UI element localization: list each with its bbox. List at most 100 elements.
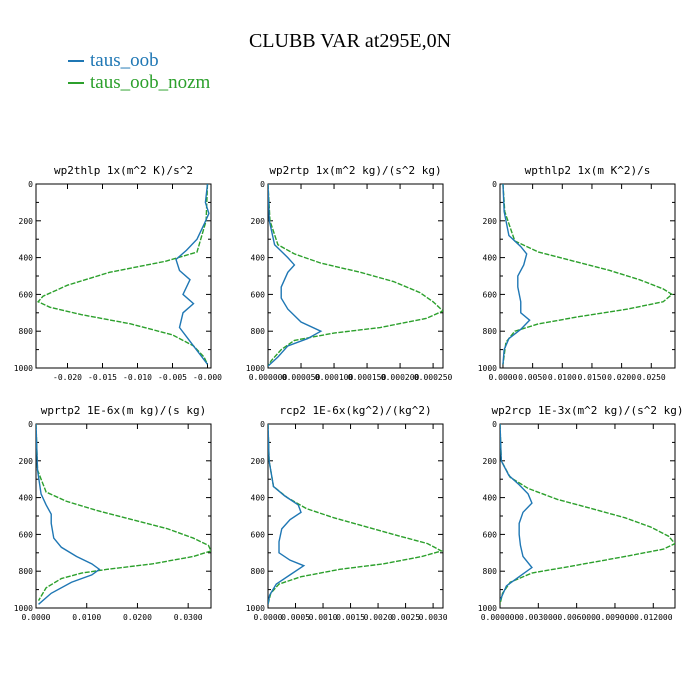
plot-frame (267, 423, 444, 609)
panel-title: rcp2 1E-6x(kg^2)/(kg^2) (279, 404, 431, 417)
chart-panel-2: wp2rtp 1x(m^2 kg)/(s^2 kg) 0 200 400 600 800 1… (246, 164, 453, 382)
x-tick-label: 0.0000 (22, 613, 51, 622)
chart-panel-3: wpthlp2 1x(m K^2)/s020040060080010000.00… (478, 164, 676, 382)
x-tick-label: 0.0010 (309, 613, 338, 622)
x-tick-label: 0.000000 (249, 373, 288, 382)
x-tick-label: 0.0100 (548, 373, 577, 382)
y-tick-label: 400 (19, 494, 34, 503)
y-tick-label: 400 (251, 254, 266, 263)
legend-item-taus-oob: taus_oob (68, 50, 210, 72)
x-tick-label: 0.000000 (481, 613, 520, 622)
y-tick-label: 400 (19, 254, 34, 263)
y-tick-label: 1000 (478, 364, 497, 373)
y-tick-label: 600 (251, 290, 266, 299)
y-tick-label: 200 (251, 457, 266, 466)
x-tick-label: 0.0300 (174, 613, 203, 622)
x-tick-label: 0.0030 (419, 613, 448, 622)
x-tick-label: 0.000250 (414, 373, 453, 382)
y-tick-label: 0 (492, 180, 497, 189)
y-tick-label: 1000 (14, 604, 33, 613)
x-tick-label: 0.000200 (381, 373, 420, 382)
series-line-taus-oob-nozm (502, 184, 674, 365)
y-tick-label: 600 (19, 290, 34, 299)
chart-panel-1: wp2thlp 1x(m^2 K)/s^2 0 200 400 600 800 1000 -0… (14, 164, 222, 382)
x-tick-label: 0.012000 (634, 613, 673, 622)
y-tick-label: 600 (483, 530, 498, 539)
x-tick-label: 0.009000 (596, 613, 635, 622)
x-tick-label: 0.0250 (637, 373, 666, 382)
chart-panel-6: wp2rcp 1E-3x(m^2 kg)/(s^2 kg) 0 200 400 600 8… (478, 404, 684, 622)
series-line-taus-oob-nozm (36, 184, 209, 365)
y-tick-label: 0 (260, 180, 265, 189)
y-tick-label: 1000 (246, 604, 265, 613)
x-tick-label: 0.0005 (281, 613, 310, 622)
y-tick-label: 1000 (246, 364, 265, 373)
panel-title: wpthlp2 1x(m K^2)/s (525, 164, 651, 177)
series-line-taus-oob (502, 184, 531, 365)
x-tick-label: 0.0100 (72, 613, 101, 622)
series-line-taus-oob (500, 424, 533, 601)
y-tick-label: 800 (251, 327, 266, 336)
x-tick-label: 0.0200 (123, 613, 152, 622)
y-tick-label: 0 (260, 420, 265, 429)
x-tick-label: 0.003000 (519, 613, 558, 622)
y-tick-label: 0 (28, 420, 33, 429)
y-tick-label: 200 (251, 217, 266, 226)
series-line-taus-oob-nozm (500, 424, 675, 605)
y-tick-label: 200 (19, 217, 34, 226)
panel-title: wprtp2 1E-6x(m kg)/(s kg) (41, 404, 207, 417)
x-tick-label: 0.006000 (557, 613, 596, 622)
panel-title: wp2rtp 1x(m^2 kg)/(s^2 kg) (269, 164, 441, 177)
x-tick-label: 0.000050 (282, 373, 321, 382)
figure-title: CLUBB VAR at295E,0N (248, 30, 452, 52)
y-tick-label: 800 (251, 567, 266, 576)
y-tick-label: 1000 (478, 604, 497, 613)
series-line-taus-oob-nozm (36, 424, 211, 601)
y-tick-label: 400 (251, 494, 266, 503)
x-tick-label: -0.010 (123, 373, 152, 382)
y-tick-label: 600 (483, 290, 498, 299)
x-tick-label: -0.020 (53, 373, 82, 382)
x-tick-label: -0.005 (158, 373, 187, 382)
x-tick-label: 0.0150 (577, 373, 606, 382)
y-tick-label: 600 (19, 530, 34, 539)
legend-swatch-taus-oob (68, 60, 84, 62)
plot-frame (499, 183, 676, 369)
y-tick-label: 600 (251, 530, 266, 539)
legend-label-taus-oob-nozm: taus_oob_nozm (90, 72, 211, 93)
y-tick-label: 200 (483, 217, 498, 226)
x-tick-label: 0.0025 (391, 613, 420, 622)
y-tick-label: 200 (483, 457, 498, 466)
series-line-taus-oob (36, 424, 101, 605)
y-tick-label: 400 (483, 254, 498, 263)
plot-frame (35, 423, 212, 609)
series-line-taus-oob-nozm (268, 424, 443, 605)
series-line-taus-oob (268, 424, 306, 605)
x-tick-label: 0.0200 (607, 373, 636, 382)
plot-frame (499, 423, 676, 609)
chart-panel-4: wprtp2 1E-6x(m kg)/(s kg) 0 200 400 600 800 10… (14, 404, 212, 622)
panel-title: wp2thlp 1x(m^2 K)/s^2 (54, 164, 193, 177)
y-tick-label: 800 (483, 567, 498, 576)
x-tick-label: -0.000 (193, 373, 222, 382)
y-tick-label: 400 (483, 494, 498, 503)
series-line-taus-oob-nozm (268, 184, 443, 367)
y-tick-label: 800 (19, 327, 34, 336)
legend-item-taus-oob-nozm: taus_oob_nozm (68, 72, 210, 94)
y-tick-label: 0 (28, 180, 33, 189)
series-line-taus-oob (268, 184, 323, 367)
chart-panel-5: rcp2 1E-6x(kg^2)/(kg^2) 0 200 400 600 800 1000… (246, 404, 448, 622)
x-tick-label: 0.0020 (364, 613, 393, 622)
legend-label-taus-oob: taus_oob (90, 50, 159, 71)
legend: taus_oob taus_oob_nozm (68, 50, 210, 94)
x-tick-label: 0.0000 (489, 373, 518, 382)
series-line-taus-oob (175, 184, 210, 365)
legend-swatch-taus-oob-nozm (68, 82, 84, 84)
x-tick-label: 0.0000 (254, 613, 283, 622)
y-tick-label: 1000 (14, 364, 33, 373)
x-tick-label: 0.0015 (336, 613, 365, 622)
x-tick-label: 0.0050 (518, 373, 547, 382)
x-tick-label: -0.015 (88, 373, 117, 382)
y-tick-label: 200 (19, 457, 34, 466)
